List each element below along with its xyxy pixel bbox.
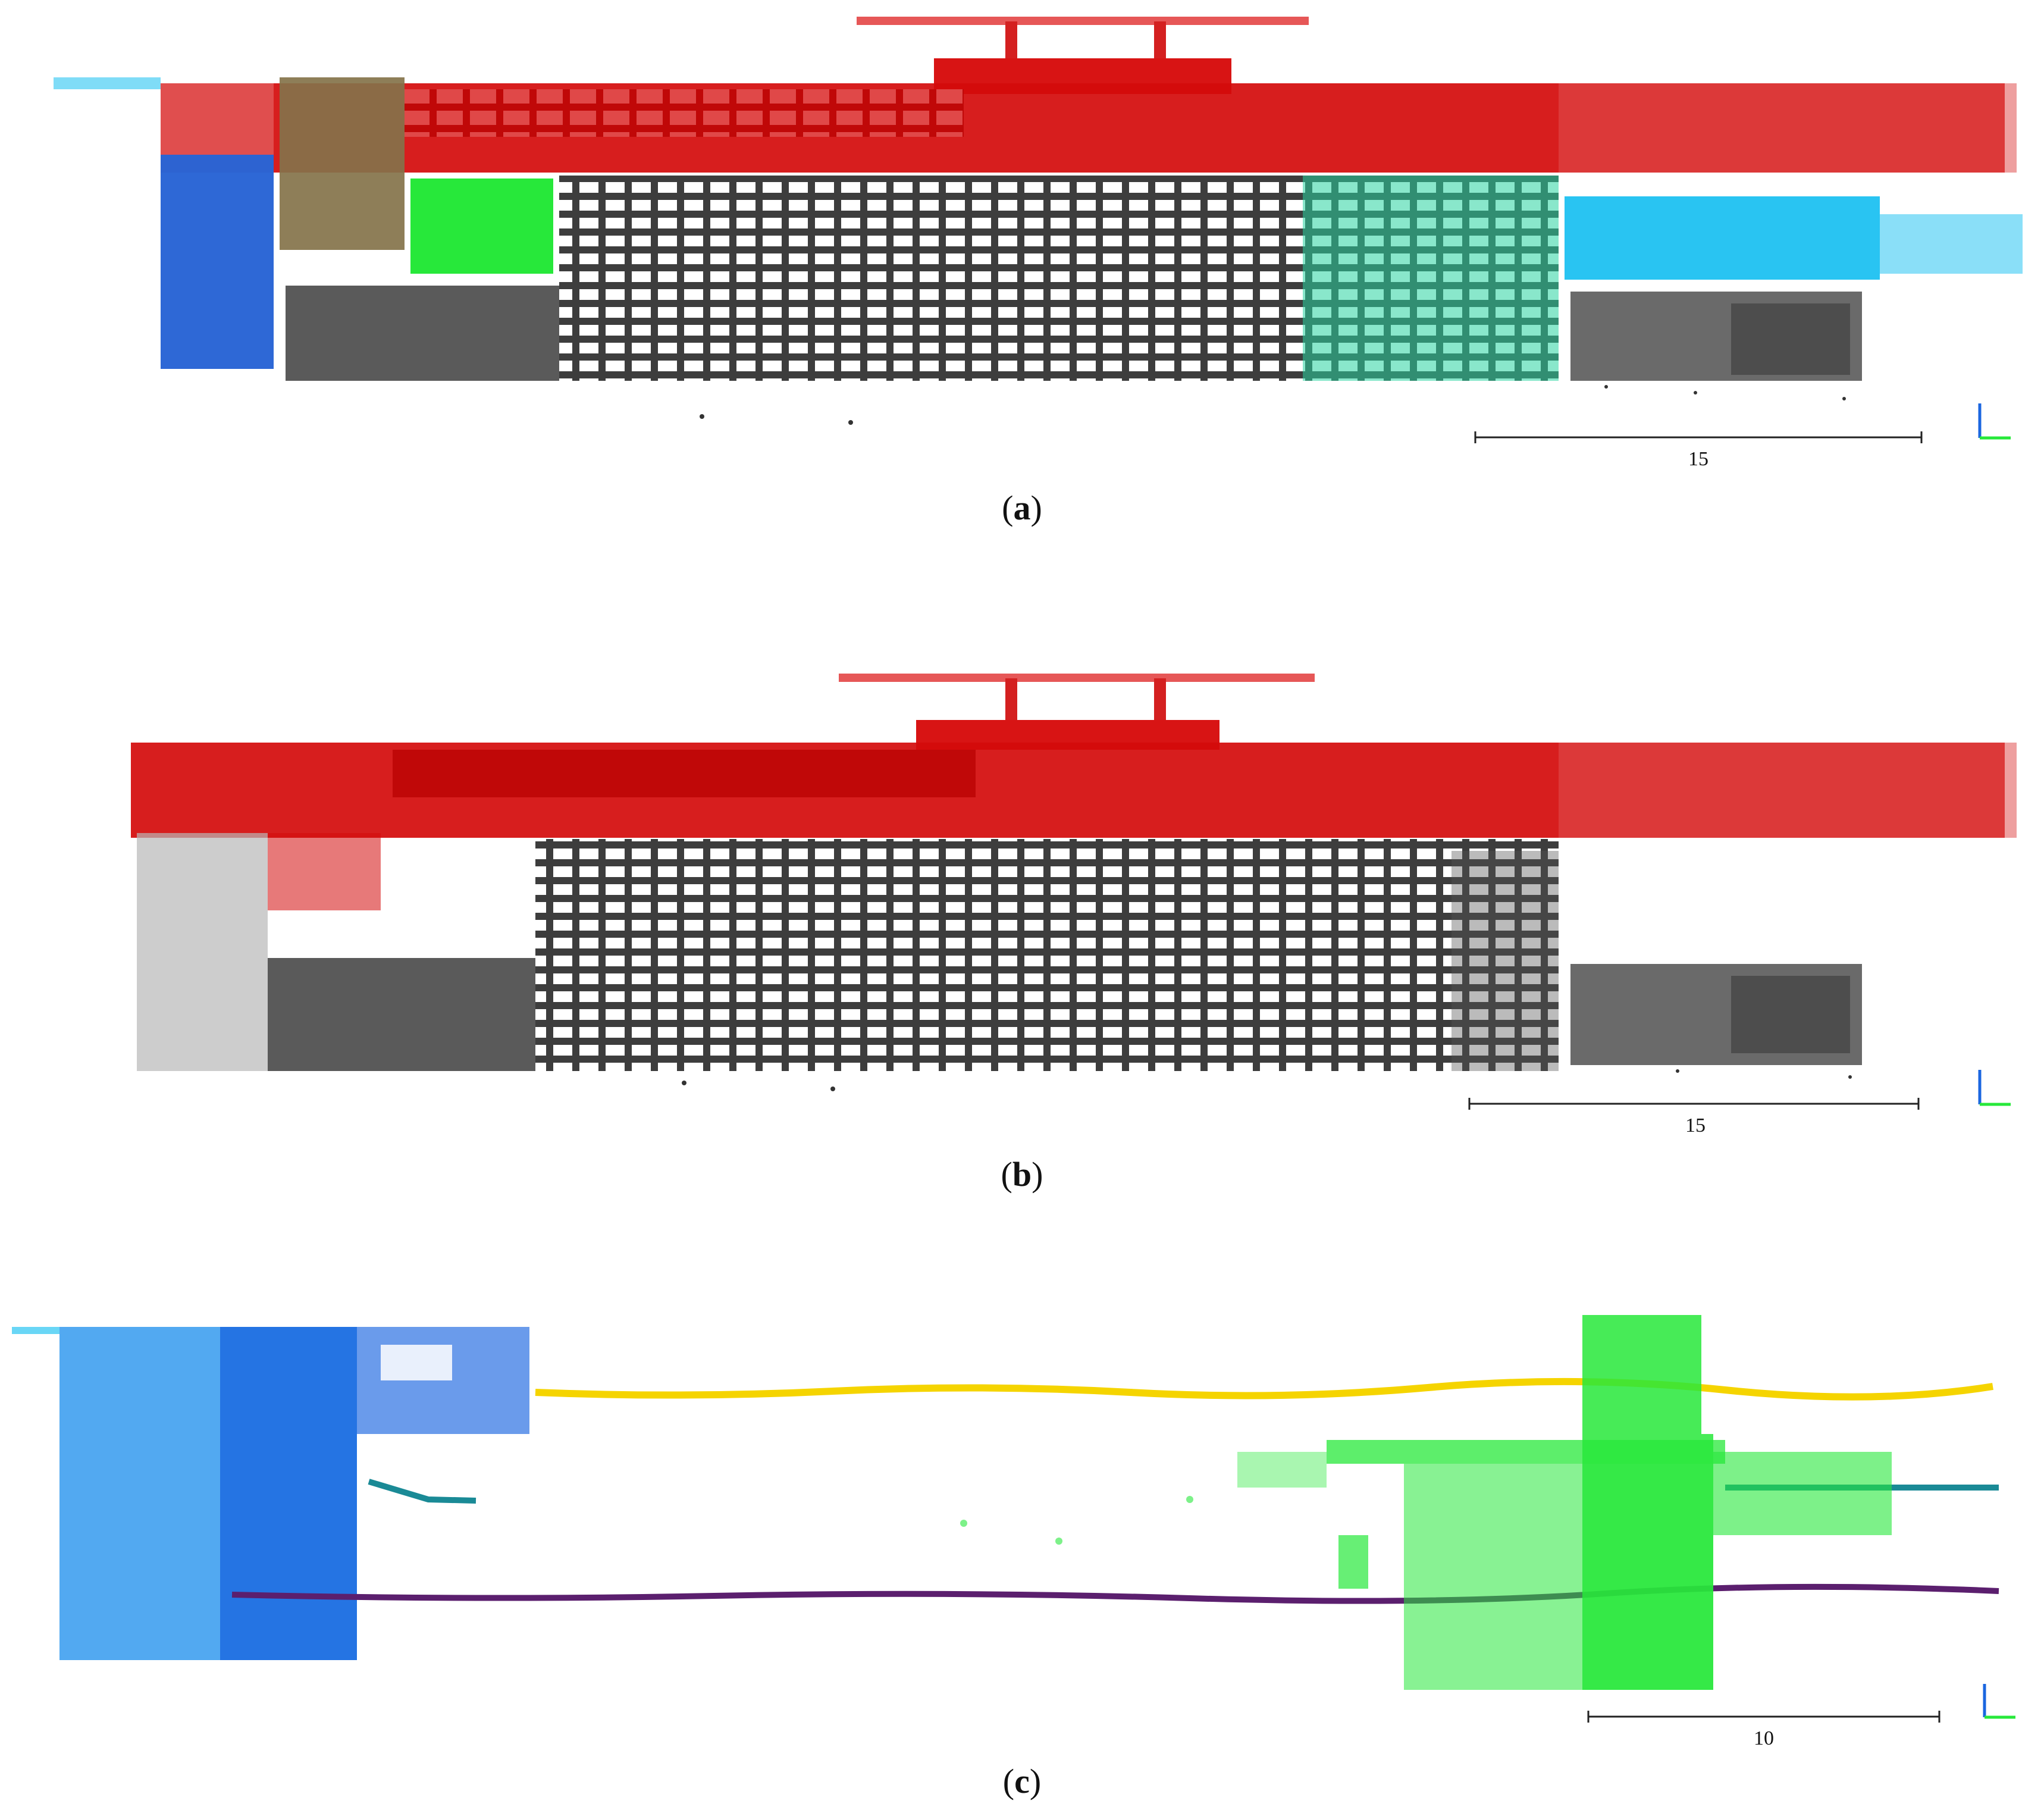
facade-gray (559, 176, 1559, 381)
scale-label-b: 15 (1685, 1114, 1706, 1136)
green-segment (410, 179, 553, 274)
green-segment (1582, 1315, 1701, 1434)
point-cloud-b: 15 (131, 674, 2017, 1136)
panel-c: 10 (c) (0, 1309, 2044, 1816)
caption-b: (b) (1001, 1155, 1043, 1194)
cyan-segment (1565, 196, 1880, 280)
scale-bar-c: 10 (1587, 1711, 1940, 1749)
caption-c: (c) (1002, 1762, 1042, 1801)
scale-bar-b: 15 (1468, 1098, 1920, 1136)
panel-b: 15 (b) (0, 666, 2044, 1202)
caption-a: (a) (1002, 489, 1042, 527)
trajectory-yellow (535, 1377, 1993, 1401)
trajectory-purple (231, 1583, 1999, 1604)
axis-icon (1983, 1684, 2015, 1719)
scale-label-a: 15 (1688, 448, 1708, 470)
point-cloud-c: 10 (12, 1315, 2015, 1749)
scale-bar-a: 15 (1474, 431, 1923, 470)
point-cloud-a: 15 (54, 17, 2023, 470)
axis-icon (1978, 403, 2011, 440)
axis-icon (1978, 1070, 2011, 1106)
scale-label-c: 10 (1754, 1727, 1774, 1749)
facade-gray (535, 839, 1559, 1071)
panel-a: 15 (a) (0, 0, 2044, 527)
roof-sign (857, 17, 1309, 25)
